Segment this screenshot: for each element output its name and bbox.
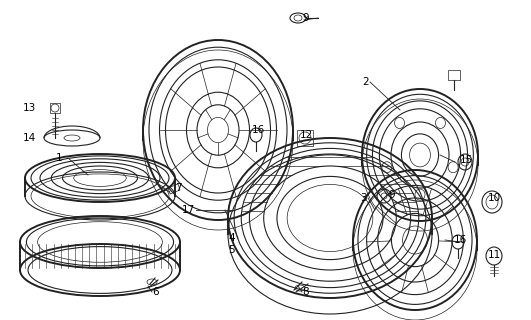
Text: 2: 2 — [362, 77, 369, 87]
Text: 17: 17 — [182, 205, 195, 215]
Text: 16: 16 — [252, 125, 266, 135]
Text: 8: 8 — [302, 287, 309, 297]
Text: 5: 5 — [228, 245, 235, 255]
Text: 3: 3 — [360, 193, 366, 203]
Text: 14: 14 — [23, 133, 36, 143]
Text: 15: 15 — [460, 155, 473, 165]
Text: 12: 12 — [300, 130, 313, 140]
Text: 1: 1 — [55, 153, 62, 163]
Text: 11: 11 — [488, 250, 501, 260]
Text: 9: 9 — [388, 190, 395, 200]
Text: 6: 6 — [152, 287, 159, 297]
Text: 16: 16 — [454, 235, 467, 245]
Text: 10: 10 — [488, 193, 501, 203]
Text: 7: 7 — [175, 183, 182, 193]
Text: 4: 4 — [228, 233, 235, 243]
Text: 9: 9 — [302, 13, 309, 23]
Text: 13: 13 — [23, 103, 36, 113]
